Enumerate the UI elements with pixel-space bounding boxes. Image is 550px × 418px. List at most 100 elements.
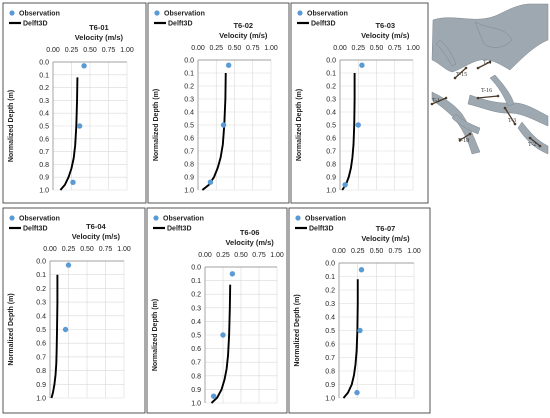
map-channel	[489, 74, 515, 107]
transect-end	[476, 96, 480, 100]
y-tick-label: 0.4	[191, 319, 201, 326]
observation-point	[210, 393, 217, 399]
y-tick-label: 0.6	[191, 346, 201, 353]
map-channel	[474, 21, 513, 48]
panel-frame	[147, 2, 290, 204]
map-channel	[431, 91, 481, 155]
y-tick-label: 0.9	[39, 175, 49, 182]
x-tick-label: 1.00	[120, 47, 134, 54]
y-tick-label: 0.3	[191, 305, 201, 312]
legend-label: Observation	[19, 11, 60, 18]
chart-title: T6-07	[376, 224, 396, 233]
observation-point	[220, 332, 226, 338]
y-tick-label: 0.0	[325, 261, 335, 268]
series-line-delft3d	[210, 284, 232, 404]
transect-end	[464, 66, 468, 70]
y-tick-label: 0.9	[36, 382, 46, 389]
x-axis-label: Velocity (m/s)	[219, 31, 268, 40]
chart-panel: 0.00 0.25 0.50 0.75 1.00 0.0 0.1 0.2 0.3 0.4 0.5 0.…	[2, 207, 146, 414]
transect-label: T-1	[432, 98, 440, 104]
x-tick-label: 1.00	[270, 252, 284, 259]
observation-point	[357, 327, 363, 334]
y-tick-label: 0.9	[325, 382, 335, 389]
y-tick-label: 0.1	[39, 72, 49, 79]
transect-label: T-3	[508, 118, 516, 124]
transect-line	[477, 61, 491, 69]
y-tick-label: 0.9	[326, 175, 336, 182]
legend-marker-observation	[154, 10, 160, 16]
y-tick-label: 0.6	[184, 136, 194, 143]
y-tick-label: 0.1	[325, 274, 335, 281]
y-tick-label: 0.0	[36, 259, 46, 266]
y-tick-label: 0.2	[326, 84, 336, 91]
y-tick-label: 1.0	[326, 188, 336, 195]
transect-label: T-15	[456, 72, 467, 78]
y-tick-label: 1.0	[39, 188, 49, 195]
transect-end	[538, 144, 542, 148]
panel-frame	[2, 207, 146, 414]
y-tick-label: 0.5	[326, 123, 336, 130]
transect-end	[453, 76, 457, 80]
y-tick-label: 0.1	[191, 278, 201, 285]
y-tick-label: 0.4	[325, 315, 335, 322]
series-line-delft3d	[59, 77, 79, 191]
y-tick-label: 0.5	[325, 328, 335, 335]
x-axis-label: Velocity (m/s)	[361, 31, 410, 40]
x-tick-label: 0.50	[83, 47, 97, 54]
x-tick-label: 0.25	[209, 45, 223, 52]
y-tick-label: 0.4	[36, 313, 46, 320]
transect-end	[444, 96, 448, 100]
transect-end	[430, 102, 434, 106]
y-tick-label: 0.6	[36, 341, 46, 348]
y-tick-label: 0.4	[39, 111, 49, 118]
y-tick-label: 0.4	[326, 110, 336, 117]
legend-label: Observation	[305, 216, 346, 223]
chart-title: T6-02	[233, 21, 253, 30]
x-tick-label: 1.00	[407, 248, 421, 255]
y-tick-label: 0.6	[325, 342, 335, 349]
legend-label: Delft3D	[23, 226, 48, 233]
y-tick-label: 1.0	[36, 396, 46, 403]
y-tick-label: 1.0	[191, 401, 201, 408]
transect-end	[496, 94, 500, 98]
y-axis-label: Normalized Depth (m)	[296, 89, 303, 161]
observation-point	[359, 62, 365, 68]
transect-label: T-2	[528, 142, 536, 148]
y-tick-label: 0.2	[191, 292, 201, 299]
observation-point	[65, 262, 72, 268]
x-tick-label: 0.50	[80, 246, 94, 253]
x-tick-label: 0.75	[246, 45, 260, 52]
y-tick-label: 0.8	[184, 162, 194, 169]
panel-frame	[290, 2, 429, 204]
x-tick-label: 0.00	[43, 246, 57, 253]
observation-point	[70, 179, 76, 186]
y-tick-label: 0.3	[36, 300, 46, 307]
y-tick-label: 0.1	[326, 71, 336, 78]
x-tick-label: 0.25	[62, 246, 76, 253]
legend-label: Observation	[307, 11, 348, 18]
x-tick-label: 0.00	[46, 47, 60, 54]
series-line-delft3d	[342, 279, 359, 399]
chart-panel: 0.00 0.25 0.50 0.75 1.00 0.0 0.1 0.2 0.3 0.4 0.5 0.…	[146, 207, 288, 414]
legend-label: Observation	[163, 216, 204, 223]
transect-end	[503, 106, 507, 110]
transect-end	[476, 66, 480, 70]
y-tick-label: 0.9	[184, 175, 194, 182]
y-tick-label: 0.7	[36, 354, 46, 361]
y-tick-label: 0.7	[326, 149, 336, 156]
legend-label: Delft3D	[311, 21, 336, 28]
transect-end	[488, 60, 492, 64]
x-tick-label: 0.75	[388, 45, 402, 52]
transect-end	[468, 132, 472, 136]
legend-label: Delft3D	[167, 226, 192, 233]
x-tick-label: 0.75	[252, 252, 266, 259]
chart-panel: 0.00 0.25 0.50 0.75 1.00 0.0 0.1 0.2 0.3 0.4 0.5 0.…	[2, 2, 147, 204]
transect-label: T-16	[481, 88, 492, 94]
y-tick-label: 0.3	[325, 301, 335, 308]
y-tick-label: 0.3	[39, 98, 49, 105]
y-axis-label: Normalized Depth (m)	[152, 299, 159, 371]
x-axis-label: Velocity (m/s)	[75, 33, 124, 42]
y-tick-label: 0.3	[326, 97, 336, 104]
chart-title: T6-06	[240, 228, 260, 237]
